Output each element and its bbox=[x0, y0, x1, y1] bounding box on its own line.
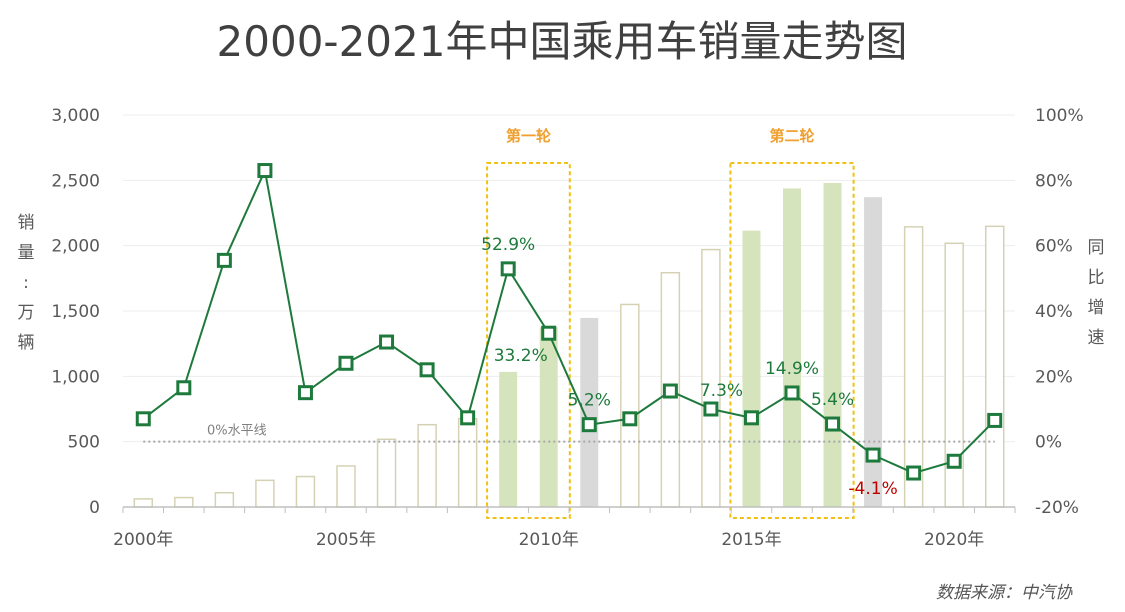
growth-marker bbox=[379, 334, 395, 350]
sales-bar bbox=[903, 226, 924, 508]
growth-marker bbox=[338, 355, 354, 371]
sales-bar bbox=[214, 492, 235, 508]
y-axis-label-right-char: 增 bbox=[1088, 298, 1105, 318]
y-right-tick-label: 20% bbox=[1035, 367, 1073, 387]
y-left-tick-label: 1,500 bbox=[51, 302, 100, 322]
growth-marker bbox=[662, 383, 678, 399]
sales-bar bbox=[295, 475, 316, 508]
growth-marker bbox=[987, 412, 1003, 428]
value-label: -4.1% bbox=[848, 479, 897, 499]
y-left-tick-label: 3,000 bbox=[51, 106, 100, 126]
x-tick-label: 2020年 bbox=[924, 530, 984, 550]
y-left-tick-label: 500 bbox=[68, 433, 100, 453]
y-axis-label-left-char: 辆 bbox=[18, 333, 35, 353]
value-label: 5.4% bbox=[811, 390, 854, 410]
sales-bar bbox=[174, 496, 194, 508]
sales-bar bbox=[620, 303, 640, 508]
growth-marker bbox=[257, 163, 273, 179]
growth-marker bbox=[581, 417, 597, 433]
sales-bar bbox=[984, 225, 1005, 508]
sales-bar bbox=[580, 317, 599, 507]
growth-line-group bbox=[135, 163, 1003, 481]
sales-bar bbox=[701, 248, 721, 508]
round-boxes: 第一轮 第二轮 bbox=[486, 127, 855, 519]
sales-bar bbox=[823, 182, 842, 508]
axes: 0 500 1,000 1,500 2,000 2,500 3,000 -20% 0% 20% 40… bbox=[51, 106, 1083, 550]
growth-marker bbox=[743, 410, 759, 426]
sales-bar bbox=[336, 465, 356, 508]
growth-marker bbox=[419, 362, 435, 378]
growth-marker bbox=[825, 416, 841, 432]
growth-marker bbox=[906, 465, 922, 481]
y-axis-label-right-char: 同 bbox=[1088, 238, 1105, 258]
growth-marker bbox=[703, 401, 719, 417]
x-tick-label: 2010年 bbox=[519, 530, 579, 550]
y-right-tick-label: 40% bbox=[1035, 302, 1073, 322]
growth-marker bbox=[216, 252, 232, 268]
sales-bar bbox=[499, 371, 518, 507]
growth-marker bbox=[135, 411, 151, 427]
sales-bar bbox=[864, 197, 883, 507]
x-tick-label: 2000年 bbox=[113, 530, 173, 550]
value-label: 33.2% bbox=[494, 346, 548, 366]
y-axis-label-left-char: : bbox=[23, 273, 29, 293]
y-axis-label-left-char: 量 bbox=[18, 243, 35, 263]
value-label: 14.9% bbox=[765, 359, 819, 379]
value-label: 52.9% bbox=[481, 235, 535, 255]
round-label: 第二轮 bbox=[769, 127, 814, 145]
y-left-tick-label: 2,500 bbox=[51, 171, 100, 191]
y-axis-label-right-char: 速 bbox=[1088, 328, 1105, 348]
zero-line-group: 0%水平线 bbox=[143, 424, 995, 443]
sales-bar bbox=[133, 498, 154, 508]
growth-marker bbox=[865, 447, 881, 463]
growth-marker bbox=[622, 411, 638, 427]
value-labels: 52.9% 33.2% 5.2% 7.3% 14.9% 5.4% -4.1% bbox=[481, 235, 898, 499]
y-right-tick-label: 0% bbox=[1035, 433, 1062, 453]
y-axis-label-left: 销量: 万辆 bbox=[18, 213, 35, 353]
y-right-tick-label: -20% bbox=[1035, 498, 1079, 518]
x-tick-label: 2015年 bbox=[721, 530, 781, 550]
sales-bar bbox=[783, 188, 801, 507]
x-tick-label: 2005年 bbox=[316, 530, 376, 550]
y-left-tick-label: 2,000 bbox=[51, 237, 100, 257]
y-left-tick-label: 0 bbox=[89, 498, 100, 518]
round-label: 第一轮 bbox=[506, 127, 551, 145]
y-left-tick-label: 1,000 bbox=[51, 367, 100, 387]
growth-marker bbox=[541, 325, 557, 341]
growth-marker bbox=[946, 453, 962, 469]
sales-bar bbox=[742, 230, 761, 507]
growth-marker bbox=[297, 385, 313, 401]
data-source: 数据来源：中汽协 bbox=[936, 583, 1073, 603]
y-axis-label-left-char: 万 bbox=[18, 303, 35, 323]
growth-marker bbox=[784, 385, 800, 401]
y-right-tick-label: 60% bbox=[1035, 237, 1073, 257]
sales-bar bbox=[539, 327, 558, 507]
sales-bar bbox=[376, 438, 397, 508]
sales-bar bbox=[255, 479, 275, 508]
growth-line bbox=[142, 167, 996, 475]
chart-title: 2000-2021年中国乘用车销量走势图 bbox=[217, 17, 908, 66]
sales-bar bbox=[457, 417, 478, 508]
growth-marker bbox=[176, 380, 192, 396]
y-right-tick-label: 100% bbox=[1035, 106, 1084, 126]
y-right-tick-label: 80% bbox=[1035, 171, 1073, 191]
y-axis-label-left-char: 销 bbox=[18, 213, 35, 233]
y-axis-label-right-char: 比 bbox=[1088, 268, 1105, 288]
sales-bar bbox=[417, 423, 437, 508]
sales-bars bbox=[133, 182, 1005, 508]
round-box bbox=[486, 162, 571, 519]
value-label: 5.2% bbox=[568, 391, 611, 411]
growth-marker bbox=[460, 410, 476, 426]
growth-marker bbox=[500, 261, 516, 277]
round-box bbox=[729, 162, 855, 519]
zero-line-label: 0%水平线 bbox=[207, 424, 267, 439]
value-label: 7.3% bbox=[700, 381, 743, 401]
